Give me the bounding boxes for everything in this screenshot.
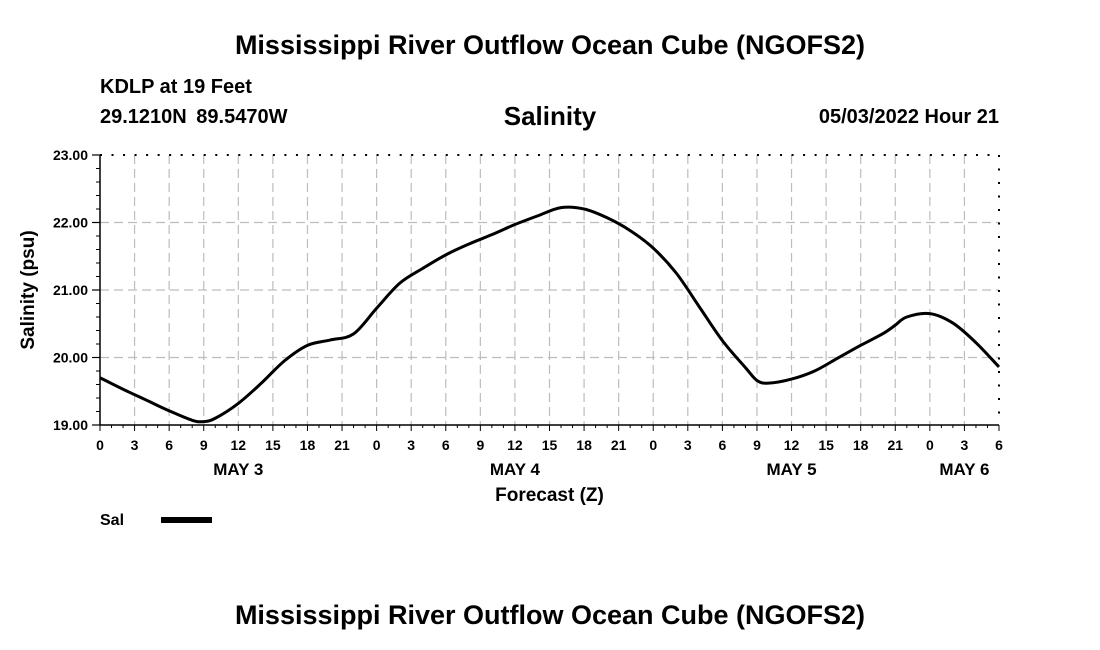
x-tick-label: 3 [684, 437, 692, 453]
day-label: MAY 3 [213, 460, 263, 479]
legend-label: Sal [100, 512, 124, 529]
y-tick-label: 22.00 [53, 215, 88, 231]
y-tick-label: 20.00 [53, 350, 88, 366]
day-label: MAY 5 [766, 460, 816, 479]
y-axis-title: Salinity (psu) [18, 230, 39, 349]
chart-main-title: Mississippi River Outflow Ocean Cube (NG… [234, 30, 866, 60]
x-tick-label: 12 [784, 437, 800, 453]
x-tick-label: 3 [961, 437, 969, 453]
forecast-run-time: 05/03/2022 Hour 21 [818, 106, 999, 128]
x-tick-label: 12 [507, 437, 523, 453]
x-tick-label: 9 [476, 437, 484, 453]
day-label: MAY 4 [490, 460, 541, 479]
x-tick-label: 18 [300, 437, 316, 453]
x-tick-label: 0 [926, 437, 934, 453]
x-tick-label: 9 [753, 437, 761, 453]
x-tick-label: 6 [995, 437, 1003, 453]
x-tick-label: 21 [887, 437, 903, 453]
x-tick-label: 15 [265, 437, 281, 453]
chart-footer-title: Mississippi River Outflow Ocean Cube (NG… [234, 600, 866, 630]
station-coordinates: 29.1210N 89.5470W [100, 106, 288, 128]
x-tick-label: 9 [200, 437, 208, 453]
x-tick-label: 0 [96, 437, 104, 453]
x-tick-label: 18 [576, 437, 592, 453]
x-tick-label: 15 [542, 437, 558, 453]
x-tick-label: 21 [611, 437, 627, 453]
x-tick-label: 12 [231, 437, 247, 453]
day-label: MAY 6 [939, 460, 989, 479]
y-tick-label: 23.00 [53, 147, 88, 163]
x-tick-label: 21 [334, 437, 350, 453]
x-tick-label: 3 [407, 437, 415, 453]
x-tick-label: 0 [649, 437, 657, 453]
x-tick-label: 6 [165, 437, 173, 453]
x-tick-label: 18 [853, 437, 869, 453]
x-tick-label: 6 [718, 437, 726, 453]
x-tick-label: 0 [373, 437, 381, 453]
station-name: KDLP at 19 Feet [100, 76, 252, 98]
series-line-sal [99, 205, 1001, 424]
x-tick-label: 3 [131, 437, 139, 453]
x-axis-title: Forecast (Z) [495, 485, 604, 506]
y-tick-label: 21.00 [53, 282, 88, 298]
x-tick-label: 6 [442, 437, 450, 453]
chart-subtitle: Salinity [503, 101, 597, 131]
x-tick-label: 15 [818, 437, 834, 453]
y-tick-label: 19.00 [53, 417, 88, 433]
